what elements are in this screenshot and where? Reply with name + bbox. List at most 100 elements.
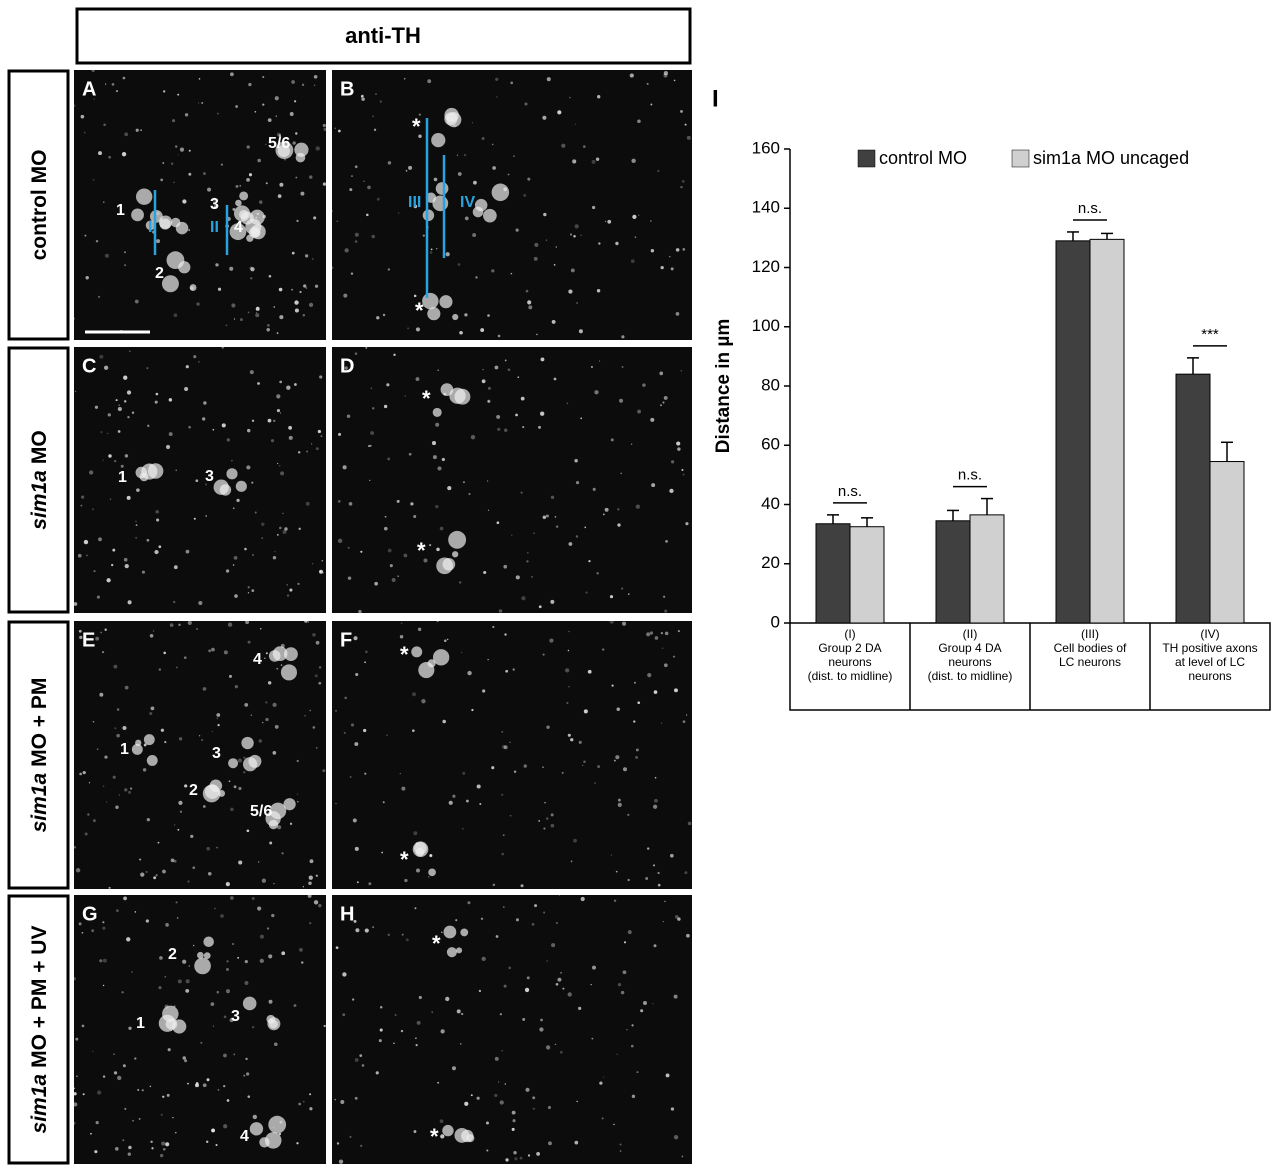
speckle — [542, 115, 547, 120]
speckle — [635, 755, 639, 759]
speckle — [145, 870, 148, 874]
cell-blob — [131, 743, 143, 755]
cell-blob — [229, 223, 247, 241]
speckle — [104, 628, 107, 631]
speckle — [445, 996, 450, 1002]
speckle — [376, 316, 380, 320]
cell-blob — [483, 208, 497, 223]
speckle — [515, 918, 519, 922]
row-label: sim1a MO — [28, 430, 51, 529]
speckle — [170, 162, 174, 166]
row-label-text: MO + PM + UV — [28, 926, 51, 1068]
speckle — [278, 287, 283, 292]
speckle — [364, 661, 366, 664]
speckle — [413, 831, 418, 836]
speckle — [578, 329, 583, 334]
panel-annotation: 3 — [210, 196, 219, 213]
speckle — [104, 253, 109, 258]
speckle — [304, 619, 308, 623]
speckle — [355, 673, 359, 677]
y-axis-label: Distance in µm — [713, 319, 734, 453]
speckle — [568, 289, 573, 294]
speckle — [487, 658, 489, 661]
speckle — [522, 426, 525, 429]
speckle — [232, 207, 236, 211]
speckle — [173, 565, 178, 570]
speckle — [246, 177, 250, 182]
speckle — [274, 724, 279, 729]
speckle — [206, 1078, 210, 1082]
cell-blob — [239, 191, 249, 201]
speckle — [583, 145, 586, 148]
speckle — [322, 123, 326, 128]
cell-blob — [249, 1122, 264, 1136]
speckle — [520, 396, 525, 401]
speckle — [680, 370, 682, 372]
speckle — [538, 820, 541, 822]
speckle — [226, 960, 229, 963]
speckle — [498, 609, 503, 613]
cell-blob — [265, 1132, 282, 1149]
legend-label: sim1a MO uncaged — [1033, 148, 1189, 168]
speckle — [135, 520, 137, 523]
panel-letter: C — [82, 355, 96, 377]
speckle — [609, 619, 614, 624]
speckle — [102, 1075, 106, 1078]
speckle — [441, 457, 445, 462]
speckle — [616, 707, 620, 712]
speckle — [505, 1158, 509, 1162]
speckle — [135, 128, 139, 132]
speckle — [545, 239, 548, 241]
speckle — [175, 469, 177, 471]
speckle — [216, 713, 221, 717]
cell-blob — [268, 1115, 287, 1134]
speckle — [210, 1002, 215, 1006]
speckle — [122, 76, 126, 80]
speckle — [131, 411, 135, 414]
speckle — [113, 1053, 115, 1055]
cell-blob — [136, 188, 153, 205]
speckle — [665, 1073, 670, 1078]
speckle — [630, 1044, 634, 1048]
speckle — [510, 81, 514, 85]
speckle — [216, 846, 218, 849]
cell-blob — [131, 208, 144, 222]
speckle — [102, 921, 105, 924]
speckle — [555, 982, 559, 986]
speckle — [464, 313, 468, 317]
speckle — [293, 1004, 297, 1008]
speckle — [427, 79, 432, 84]
speckle — [604, 220, 607, 223]
speckle — [534, 242, 539, 247]
speckle — [276, 132, 281, 137]
speckle — [296, 793, 299, 795]
speckle — [397, 575, 399, 577]
speckle — [620, 472, 622, 475]
speckle — [476, 1096, 480, 1100]
speckle — [188, 425, 191, 429]
speckle — [173, 859, 177, 863]
speckle — [588, 559, 591, 563]
speckle — [684, 871, 688, 875]
speckle — [467, 901, 471, 905]
speckle — [165, 444, 171, 450]
panel-letter: E — [82, 629, 95, 651]
speckle — [124, 264, 127, 267]
speckle — [503, 984, 507, 988]
speckle — [265, 717, 269, 722]
speckle — [456, 1009, 461, 1014]
speckle — [497, 334, 501, 338]
speckle — [413, 294, 417, 298]
speckle — [676, 441, 681, 446]
speckle — [674, 915, 679, 919]
speckle — [338, 432, 342, 436]
speckle — [405, 169, 408, 172]
speckle — [657, 871, 660, 875]
speckle — [413, 204, 418, 209]
speckle — [559, 1050, 563, 1054]
speckle — [282, 529, 287, 534]
speckle — [188, 229, 191, 231]
speckle — [646, 632, 651, 637]
speckle — [100, 431, 103, 434]
